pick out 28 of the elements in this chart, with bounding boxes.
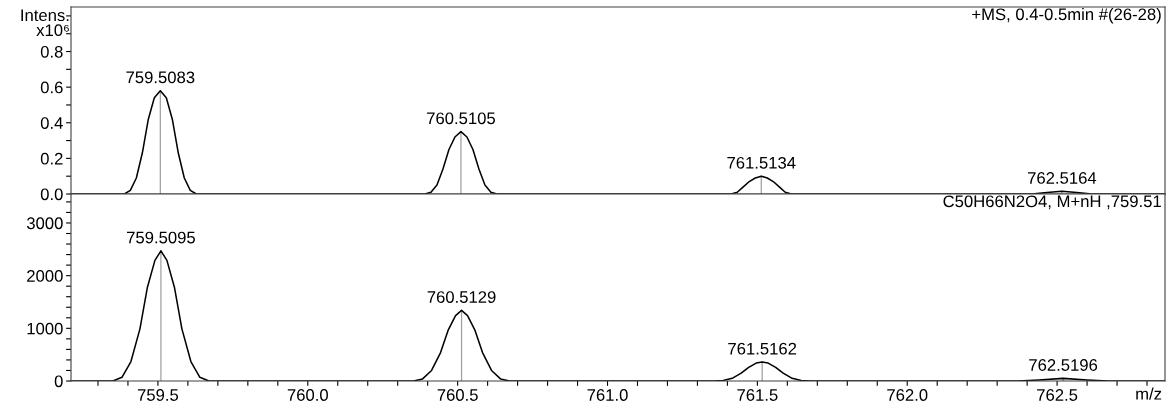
annotation: 760.5105 (427, 112, 496, 125)
chart-title: C50H66N2O4, M+nH ,759.51 (943, 195, 1161, 210)
x-tick-label: 759.5 (137, 389, 179, 401)
annotation: 759.5095 (127, 231, 195, 244)
y-tick-label: 0.0 (40, 188, 63, 201)
x-tick-label: 762.0 (887, 389, 928, 401)
x-tick-label: 760.0 (287, 389, 328, 401)
annotation: 761.5162 (728, 342, 797, 355)
x-axis-title: m/z (1136, 387, 1162, 400)
y-tick-label: 2000 (27, 270, 63, 282)
y-tick-label: 1000 (27, 322, 63, 335)
annotation: 760.5129 (427, 291, 496, 303)
annotation: 759.5083 (126, 71, 195, 84)
annotation: 761.5134 (727, 156, 796, 169)
x-tick-label: 760.5 (437, 389, 478, 401)
y-tick-label: 3000 (26, 217, 63, 230)
chart-title: +MS, 0.4-0.5min #(26-28) (972, 7, 1161, 24)
x-tick-label: 762.5 (1037, 389, 1078, 401)
y-tick-label: 0 (54, 375, 63, 388)
y-tick-label: 0.6 (40, 81, 63, 94)
annotation: 762.5196 (1029, 359, 1098, 371)
y-tick-label: 0.2 (40, 152, 63, 165)
x-tick-label: 761.0 (587, 389, 628, 401)
y-axis-title: Intens. x10⁶ (21, 9, 69, 37)
y-tick-label: 0.4 (40, 117, 63, 129)
y-tick-label: 0.8 (40, 45, 63, 58)
annotation: 762.5164 (1027, 172, 1097, 184)
x-tick-label: 761.5 (737, 389, 778, 401)
